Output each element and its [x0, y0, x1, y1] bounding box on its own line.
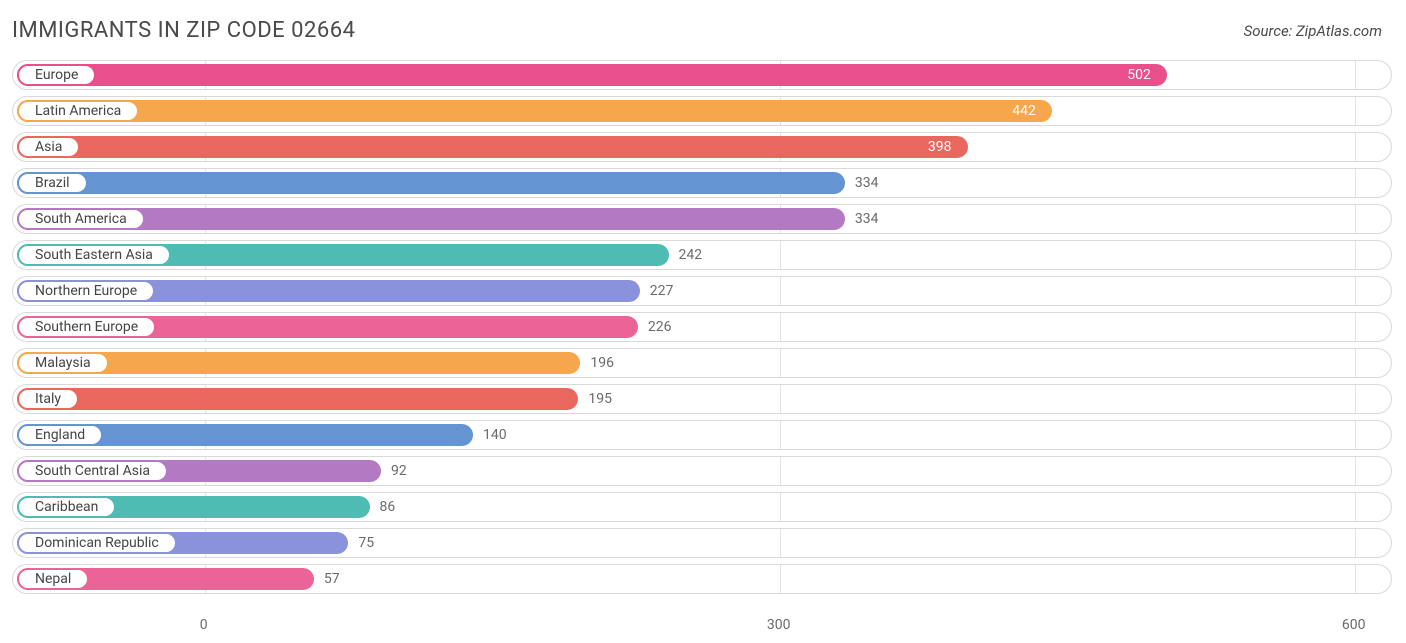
gridline [780, 529, 781, 557]
gridline [780, 385, 781, 413]
bar-value: 195 [588, 385, 612, 413]
source-attribution: Source: ZipAtlas.com [1244, 22, 1382, 40]
gridline [1355, 385, 1356, 413]
bar-label-pill: Brazil [17, 172, 88, 194]
bar-value: 442 [1012, 97, 1036, 125]
bar-label-pill: Dominican Republic [17, 532, 177, 554]
bar-label-pill: Italy [17, 388, 79, 410]
gridline [780, 493, 781, 521]
bar-value: 57 [324, 565, 340, 593]
gridline [1355, 133, 1356, 161]
bar-value: 75 [358, 529, 374, 557]
gridline [1355, 61, 1356, 89]
bar-row: Nepal 57 [12, 564, 1392, 594]
x-tick: 300 [767, 617, 791, 633]
bar-label-pill: Asia [17, 136, 80, 158]
bar-label-pill: Latin America [17, 100, 139, 122]
bar [17, 136, 968, 158]
gridline [780, 349, 781, 377]
bar-value: 92 [391, 457, 407, 485]
bar-row: Caribbean 86 [12, 492, 1392, 522]
chart-title: IMMIGRANTS IN ZIP CODE 02664 [12, 18, 355, 43]
x-tick: 0 [200, 617, 208, 633]
bar-value: 334 [855, 169, 879, 197]
bar-row: Italy 195 [12, 384, 1392, 414]
bar-row: Asia 398 [12, 132, 1392, 162]
bar-row: Southern Europe 226 [12, 312, 1392, 342]
bar-label-pill: Caribbean [17, 496, 116, 518]
bar-value: 398 [928, 133, 952, 161]
bar-row: Europe 502 [12, 60, 1392, 90]
bar-value: 196 [590, 349, 614, 377]
bar-label-pill: Southern Europe [17, 316, 156, 338]
gridline [1355, 169, 1356, 197]
bar-row: South Central Asia 92 [12, 456, 1392, 486]
bar-value: 140 [483, 421, 507, 449]
bar-row: Northern Europe 227 [12, 276, 1392, 306]
gridline [1355, 97, 1356, 125]
gridline [1355, 241, 1356, 269]
gridline [1355, 313, 1356, 341]
bar-label-pill: Nepal [17, 568, 89, 590]
bar-label-pill: South Eastern Asia [17, 244, 171, 266]
bar-label-pill: Malaysia [17, 352, 109, 374]
bar-label-pill: South America [17, 208, 145, 230]
gridline [780, 313, 781, 341]
gridline [780, 457, 781, 485]
bar-value: 226 [648, 313, 672, 341]
bar-row: South America 334 [12, 204, 1392, 234]
bar-value: 334 [855, 205, 879, 233]
gridline [1355, 421, 1356, 449]
bar-row: Malaysia 196 [12, 348, 1392, 378]
bar-label-pill: South Central Asia [17, 460, 168, 482]
gridline [780, 241, 781, 269]
gridline [1355, 277, 1356, 305]
x-tick: 600 [1342, 617, 1366, 633]
bar-label-pill: England [17, 424, 103, 446]
bar-chart: Europe 502 Latin America 442 Asia 398 Brazil 33… [12, 60, 1392, 617]
bar-label-pill: Europe [17, 64, 96, 86]
bar-value: 86 [380, 493, 396, 521]
bar [17, 172, 845, 194]
bar-row: England 140 [12, 420, 1392, 450]
gridline [780, 277, 781, 305]
gridline [780, 421, 781, 449]
gridline [1355, 493, 1356, 521]
bar [17, 64, 1167, 86]
bar-row: South Eastern Asia 242 [12, 240, 1392, 270]
bar [17, 388, 578, 410]
gridline [1355, 205, 1356, 233]
gridline [1355, 349, 1356, 377]
gridline [1355, 529, 1356, 557]
bar-row: Brazil 334 [12, 168, 1392, 198]
bar-value: 242 [679, 241, 703, 269]
bar-value: 227 [650, 277, 674, 305]
bar-row: Latin America 442 [12, 96, 1392, 126]
gridline [1355, 565, 1356, 593]
bar-label-pill: Northern Europe [17, 280, 155, 302]
bar-value: 502 [1127, 61, 1151, 89]
bar [17, 100, 1052, 122]
x-axis: 0 300 600 [12, 617, 1392, 637]
gridline [780, 565, 781, 593]
gridline [1355, 457, 1356, 485]
bar-row: Dominican Republic 75 [12, 528, 1392, 558]
